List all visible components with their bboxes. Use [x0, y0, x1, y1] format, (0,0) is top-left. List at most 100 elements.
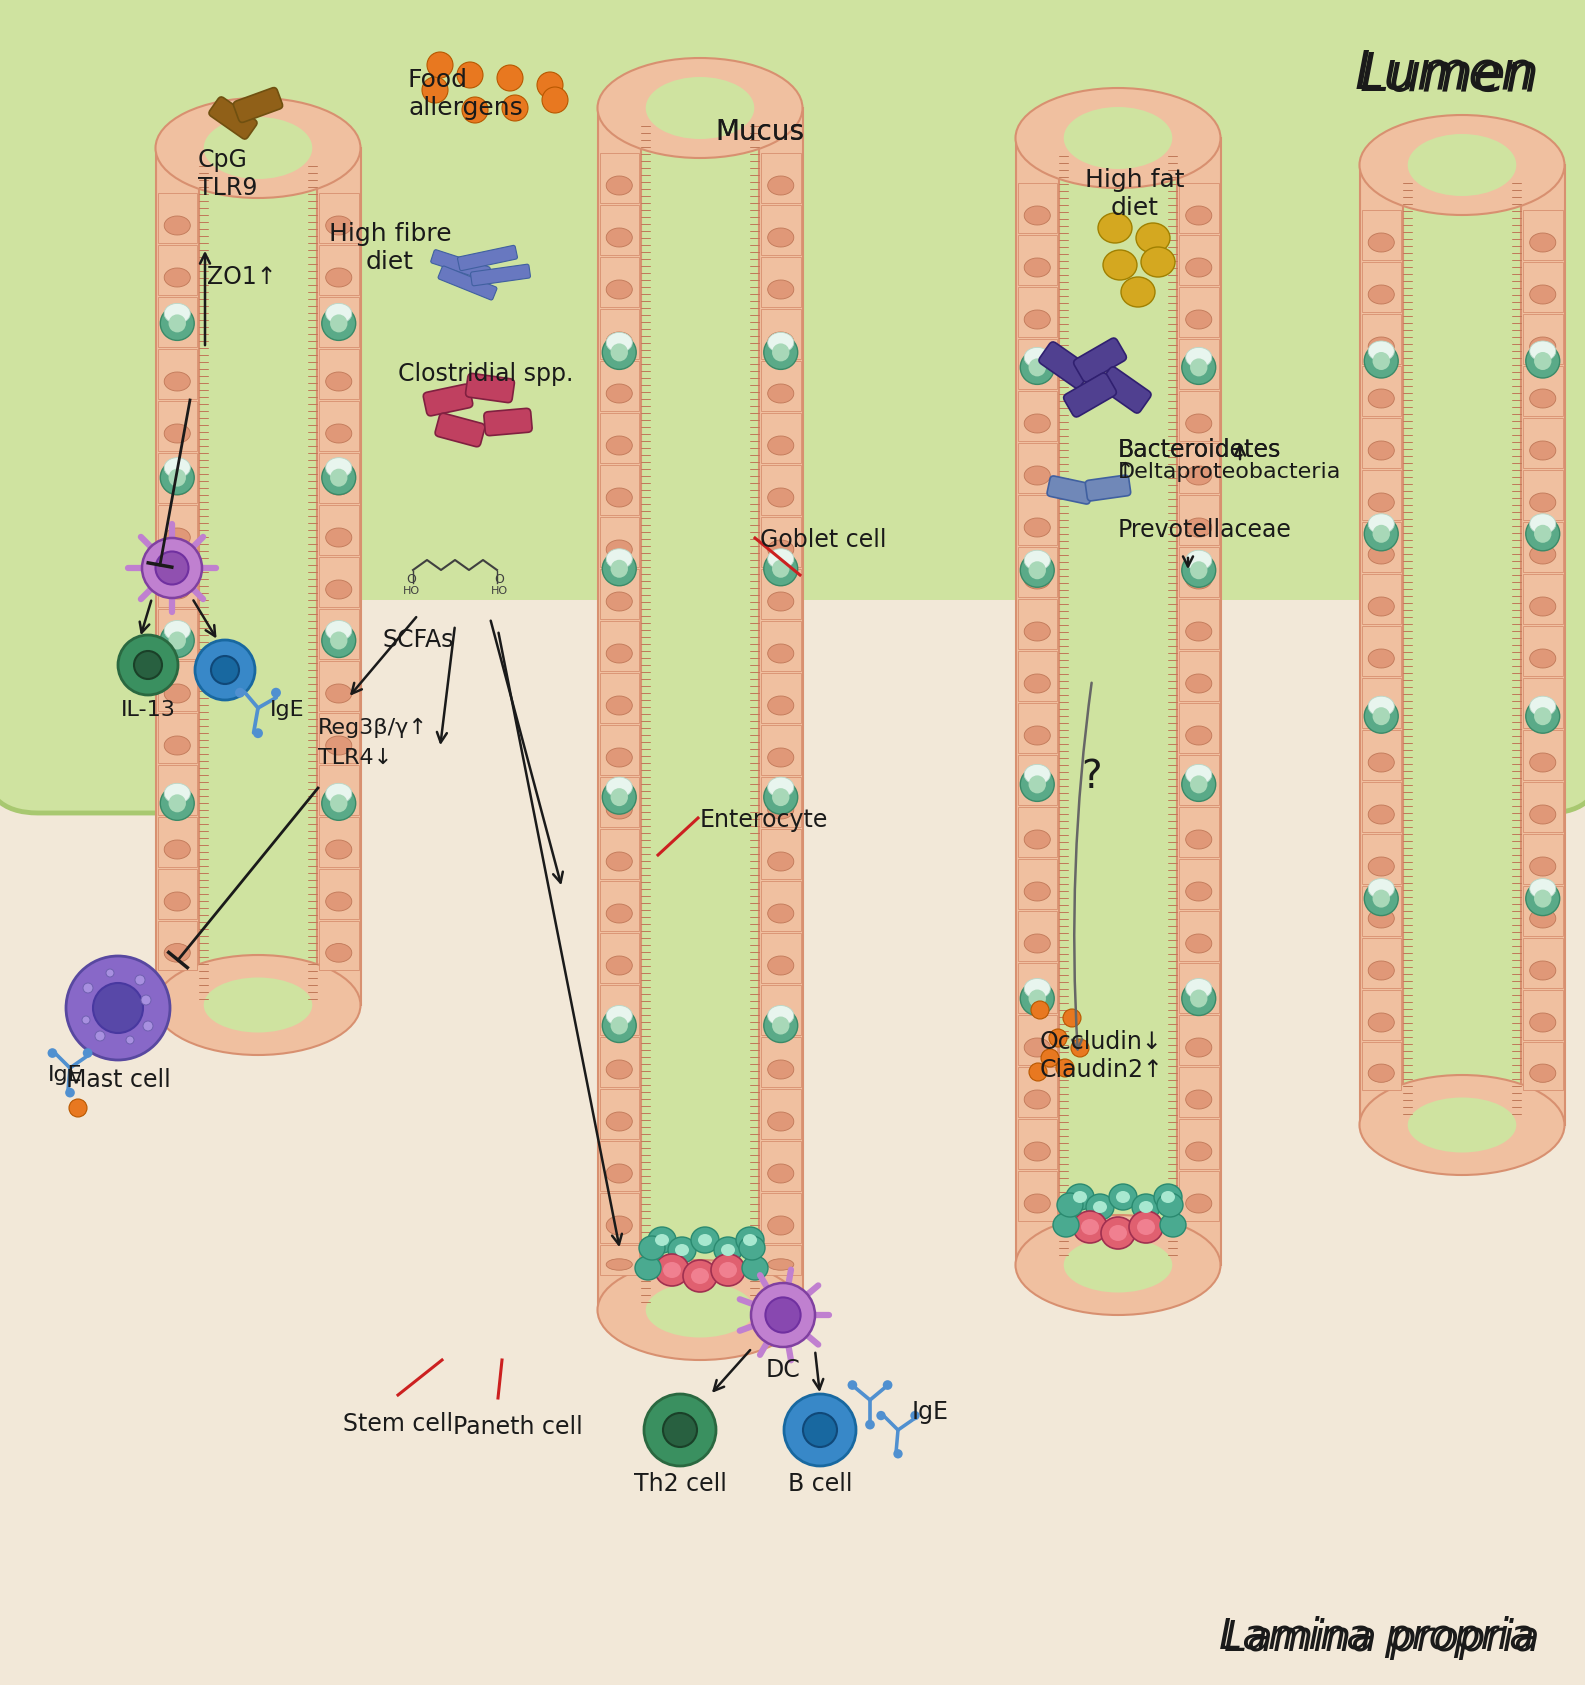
Ellipse shape: [165, 580, 190, 598]
Circle shape: [1056, 1058, 1075, 1077]
Circle shape: [1049, 1030, 1067, 1046]
Ellipse shape: [1024, 570, 1051, 590]
Ellipse shape: [1530, 805, 1556, 824]
Bar: [319, 244, 358, 295]
Ellipse shape: [767, 1060, 794, 1078]
Ellipse shape: [648, 1227, 675, 1254]
Ellipse shape: [1160, 1213, 1186, 1237]
Bar: [157, 869, 197, 918]
Ellipse shape: [742, 1255, 769, 1281]
Bar: [599, 933, 639, 982]
Ellipse shape: [645, 78, 754, 138]
Text: Bacteroidetes: Bacteroidetes: [1117, 438, 1281, 462]
Bar: [1016, 138, 1059, 1265]
Bar: [599, 153, 639, 202]
Ellipse shape: [767, 549, 794, 570]
Circle shape: [865, 1420, 875, 1429]
Ellipse shape: [767, 777, 794, 797]
Bar: [1523, 470, 1563, 521]
Bar: [1018, 650, 1057, 701]
Bar: [599, 1036, 639, 1087]
Ellipse shape: [712, 1254, 745, 1286]
Ellipse shape: [767, 903, 794, 923]
Ellipse shape: [767, 748, 794, 767]
Text: O: O: [406, 573, 415, 586]
Bar: [1179, 339, 1219, 389]
Ellipse shape: [322, 307, 355, 340]
FancyBboxPatch shape: [1064, 372, 1116, 416]
Ellipse shape: [1186, 570, 1213, 590]
Ellipse shape: [1530, 544, 1556, 564]
Bar: [599, 465, 639, 516]
Bar: [761, 206, 800, 254]
Ellipse shape: [1160, 1191, 1174, 1203]
Bar: [1523, 939, 1563, 987]
Bar: [1018, 339, 1057, 389]
Ellipse shape: [1186, 933, 1213, 954]
Bar: [1403, 165, 1522, 1126]
Bar: [1362, 1041, 1401, 1090]
Ellipse shape: [605, 1112, 632, 1131]
Ellipse shape: [1157, 1193, 1182, 1217]
Text: Lumen: Lumen: [1360, 51, 1541, 103]
Bar: [157, 297, 197, 347]
Ellipse shape: [1186, 206, 1213, 226]
Ellipse shape: [1021, 350, 1054, 384]
Bar: [599, 829, 639, 880]
Ellipse shape: [1186, 551, 1213, 570]
Ellipse shape: [605, 591, 632, 612]
Bar: [599, 361, 639, 411]
Ellipse shape: [1182, 982, 1216, 1016]
Bar: [1018, 1067, 1057, 1117]
Ellipse shape: [1094, 1201, 1106, 1213]
Bar: [761, 622, 800, 671]
Ellipse shape: [1073, 1191, 1087, 1203]
FancyBboxPatch shape: [423, 384, 472, 416]
Bar: [319, 922, 358, 971]
Text: Claudin2↑: Claudin2↑: [1040, 1058, 1163, 1082]
FancyBboxPatch shape: [0, 0, 1585, 812]
Ellipse shape: [168, 315, 185, 332]
Bar: [1523, 627, 1563, 676]
Ellipse shape: [1530, 596, 1556, 617]
Ellipse shape: [605, 1008, 632, 1026]
Bar: [1523, 366, 1563, 416]
Bar: [599, 517, 639, 566]
Ellipse shape: [767, 800, 794, 819]
Bar: [319, 194, 358, 243]
Ellipse shape: [605, 1217, 632, 1235]
Bar: [1362, 677, 1401, 728]
Ellipse shape: [636, 1255, 661, 1281]
Ellipse shape: [325, 632, 352, 650]
Bar: [1523, 522, 1563, 571]
Ellipse shape: [720, 1262, 737, 1277]
Ellipse shape: [165, 620, 190, 640]
Ellipse shape: [322, 787, 355, 821]
Ellipse shape: [1526, 699, 1560, 733]
Ellipse shape: [1368, 494, 1395, 512]
FancyBboxPatch shape: [431, 249, 490, 280]
Ellipse shape: [767, 175, 794, 195]
Bar: [1018, 598, 1057, 649]
Ellipse shape: [1186, 310, 1213, 329]
Bar: [761, 413, 800, 463]
Text: Food
allergens: Food allergens: [407, 67, 523, 120]
Ellipse shape: [1360, 1075, 1564, 1174]
Text: Mucus: Mucus: [715, 118, 805, 147]
Bar: [599, 1193, 639, 1244]
Bar: [761, 1193, 800, 1244]
Bar: [1018, 1119, 1057, 1169]
Bar: [599, 570, 639, 618]
Ellipse shape: [1052, 1213, 1079, 1237]
Bar: [761, 725, 800, 775]
FancyBboxPatch shape: [471, 265, 531, 286]
Ellipse shape: [767, 227, 794, 248]
Ellipse shape: [325, 458, 352, 477]
Ellipse shape: [1141, 248, 1174, 276]
Bar: [761, 829, 800, 880]
Ellipse shape: [325, 372, 352, 391]
Bar: [157, 349, 197, 399]
Bar: [1018, 807, 1057, 858]
Ellipse shape: [160, 787, 195, 821]
Ellipse shape: [767, 1006, 794, 1026]
